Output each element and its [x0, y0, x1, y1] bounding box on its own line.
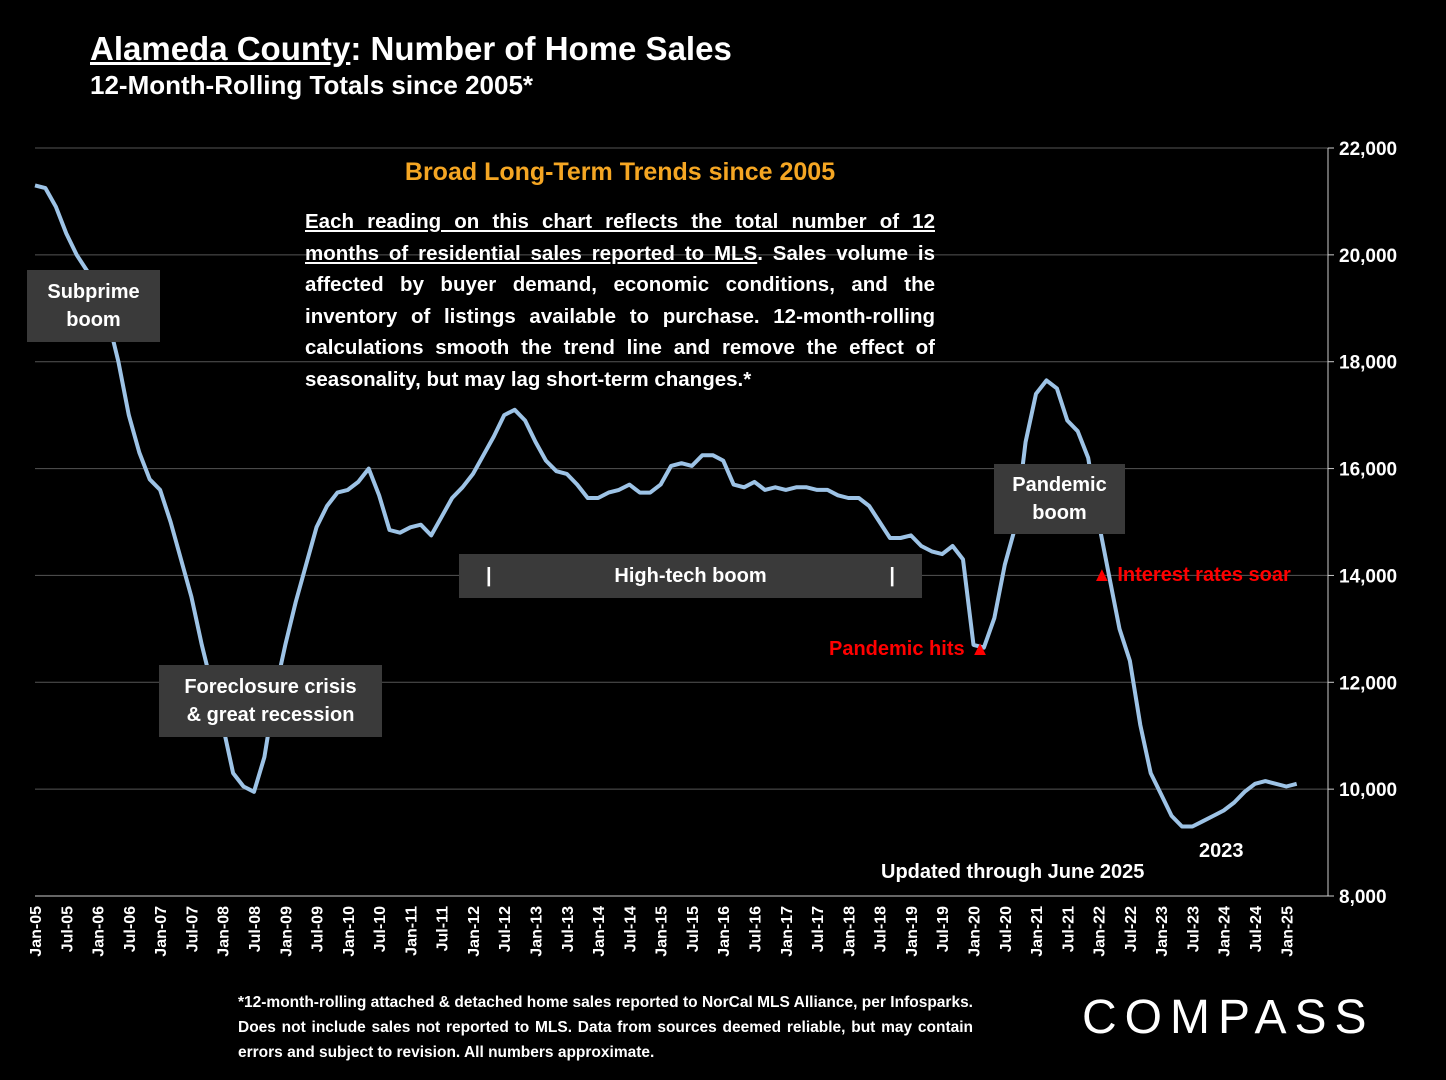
y-tick-label: 14,000: [1339, 566, 1397, 587]
x-tick-label: Jan-23: [1154, 906, 1171, 957]
x-tick-label: Jul-08: [247, 906, 264, 952]
x-tick-label: Jul-11: [435, 906, 452, 951]
x-tick-label: Jan-15: [654, 906, 671, 957]
trend-body-rest: . Sales volume is affected by buyer dema…: [305, 241, 935, 391]
series-line: [34, 183, 1298, 829]
foreclosure-line2: & great recession: [186, 704, 355, 726]
x-tick-label: Jul-09: [310, 906, 327, 952]
x-tick-label: Jan-22: [1092, 906, 1109, 957]
x-tick-label: Jul-06: [122, 906, 139, 952]
x-tick-label: Jan-06: [91, 906, 108, 957]
x-tick-label: Jan-19: [904, 906, 921, 957]
interest-rates-label: ▲ Interest rates soar: [1092, 564, 1291, 586]
y-tick-label: 16,000: [1339, 460, 1397, 481]
subprime-line2: boom: [66, 309, 121, 331]
y-tick-label: 12,000: [1339, 673, 1397, 694]
x-tick-label: Jul-05: [59, 906, 76, 952]
hightech-bar-right: |: [889, 565, 895, 587]
hightech-bar-left: |: [486, 565, 492, 587]
x-tick-label: Jul-15: [685, 906, 702, 952]
x-tick-label: Jul-16: [747, 906, 764, 952]
x-tick-label: Jan-20: [966, 906, 983, 957]
title-county: Alameda County: [90, 30, 351, 67]
x-axis-ticks: Jan-05 Jul-05 Jan-06 Jul-06 Jan-07 Jul-07 Jan-…: [28, 906, 1296, 957]
x-tick-label: Jul-24: [1248, 906, 1265, 952]
page-title: Alameda County: Number of Home Sales: [90, 30, 732, 68]
footnote: *12-month-rolling attached & detached ho…: [238, 994, 973, 1061]
title-block: Alameda County: Number of Home Sales 12-…: [90, 30, 732, 101]
x-tick-label: Jan-07: [153, 906, 170, 957]
trend-body: Each reading on this chart reflects the …: [305, 206, 935, 395]
x-tick-label: Jan-16: [716, 906, 733, 957]
x-tick-label: Jul-10: [372, 906, 389, 952]
trend-heading: Broad Long-Term Trends since 2005: [404, 158, 836, 186]
x-tick-label: Jan-08: [216, 906, 233, 957]
x-tick-label: Jan-11: [403, 906, 420, 956]
title-rest: : Number of Home Sales: [350, 30, 732, 67]
hightech-label: High-tech boom: [614, 565, 767, 587]
y-tick-label: 18,000: [1339, 353, 1397, 374]
page-subtitle: 12-Month-Rolling Totals since 2005*: [90, 70, 534, 100]
x-tick-label: Jan-25: [1279, 906, 1296, 957]
x-tick-label: Jul-23: [1185, 906, 1202, 952]
x-tick-label: Jul-19: [935, 906, 952, 952]
x-tick-label: Jan-05: [28, 906, 45, 957]
trend-body-underlined: Each reading on this chart reflects the …: [305, 210, 935, 265]
pandemic-line1: Pandemic: [1012, 474, 1107, 496]
x-tick-label: Jan-09: [278, 906, 295, 957]
x-tick-label: Jan-17: [779, 906, 796, 957]
x-tick-label: Jan-12: [466, 906, 483, 957]
x-tick-label: Jul-13: [560, 906, 577, 952]
x-tick-label: Jul-20: [998, 906, 1015, 952]
x-tick-label: Jul-07: [184, 906, 201, 952]
x-tick-label: Jul-12: [497, 906, 514, 952]
x-tick-label: Jan-18: [841, 906, 858, 957]
subprime-boom-box: Subprime boom: [27, 270, 160, 342]
y-axis-ticks: 8,000 10,000 12,000 14,000 16,000 18,000 20,00…: [1328, 139, 1397, 908]
year-2023-label: 2023: [1199, 840, 1244, 862]
x-tick-label: Jul-21: [1060, 906, 1077, 952]
x-tick-label: Jan-21: [1029, 906, 1046, 957]
compass-logo: COMPASS: [1082, 991, 1375, 1044]
x-tick-label: Jan-13: [529, 906, 546, 957]
pandemic-hits-label: Pandemic hits ▲: [829, 638, 990, 660]
y-tick-label: 20,000: [1339, 246, 1397, 267]
y-tick-label: 10,000: [1339, 780, 1397, 801]
foreclosure-box: Foreclosure crisis & great recession: [159, 665, 382, 737]
y-tick-label: 22,000: [1339, 139, 1397, 160]
x-tick-label: Jul-18: [873, 906, 890, 952]
y-tick-label: 8,000: [1339, 887, 1387, 908]
subprime-line1: Subprime: [47, 281, 140, 303]
x-tick-label: Jul-22: [1123, 906, 1140, 952]
pandemic-boom-box: Pandemic boom: [994, 464, 1125, 534]
foreclosure-line1: Foreclosure crisis: [184, 676, 357, 698]
x-tick-label: Jul-14: [622, 906, 639, 952]
x-tick-label: Jul-17: [810, 906, 827, 952]
x-tick-label: Jan-24: [1217, 906, 1234, 957]
pandemic-line2: boom: [1032, 502, 1087, 524]
x-tick-label: Jan-14: [591, 906, 608, 957]
updated-label: Updated through June 2025: [881, 861, 1145, 883]
high-tech-boom-box: | High-tech boom |: [459, 554, 922, 598]
x-tick-label: Jan-10: [341, 906, 358, 957]
